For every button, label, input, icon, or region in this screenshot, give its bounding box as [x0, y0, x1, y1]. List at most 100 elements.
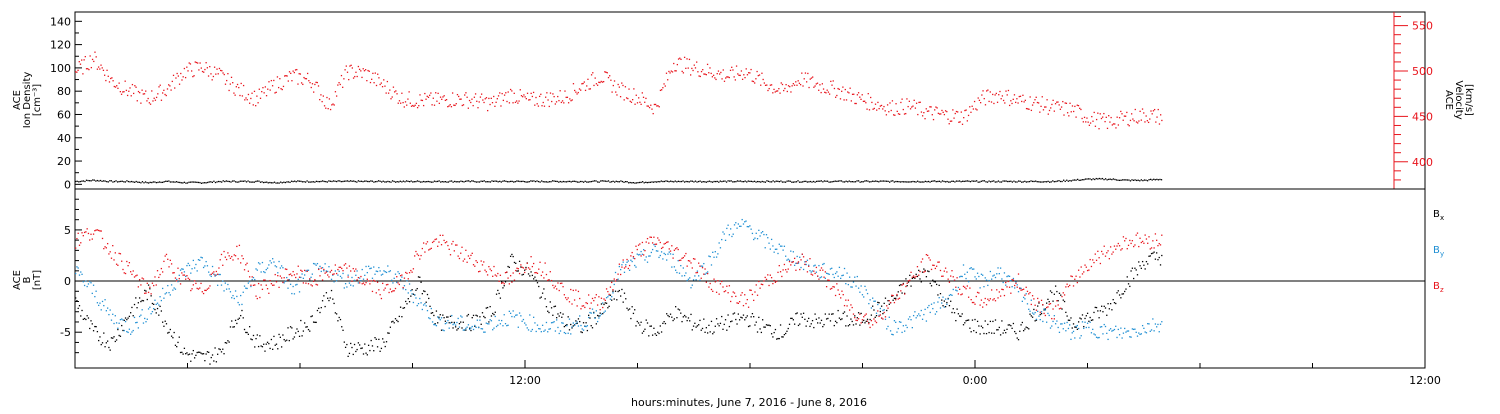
by-point [327, 270, 329, 273]
bz-point [1040, 299, 1043, 302]
bz-point [984, 297, 986, 300]
velocity-point [905, 112, 907, 115]
bz-point [961, 293, 963, 295]
velocity-point [1079, 107, 1081, 109]
density-point [301, 181, 304, 183]
bx-point [815, 318, 818, 320]
bx-point [613, 298, 615, 300]
by-point [118, 322, 120, 324]
density-point [186, 182, 189, 184]
bz-point [76, 237, 78, 240]
velocity-point [91, 58, 94, 61]
density-point [662, 180, 664, 183]
density-point [471, 180, 473, 182]
bz-point [918, 274, 920, 276]
by-point [356, 270, 358, 272]
density-point [669, 180, 672, 182]
bx-point [561, 316, 563, 318]
bx-point [106, 340, 109, 342]
by-point [186, 264, 188, 267]
bx-point [509, 255, 512, 257]
density-point [991, 180, 993, 182]
bx-point [1035, 319, 1038, 321]
by-point [706, 271, 709, 273]
velocity-point [189, 63, 192, 65]
bz-point [838, 293, 841, 296]
velocity-point [227, 73, 229, 75]
density-point [831, 181, 833, 183]
density-point [354, 180, 356, 183]
bz-point [292, 270, 294, 273]
bz-point [608, 293, 610, 296]
legend-bx: B [1433, 209, 1440, 220]
bz-point [754, 291, 756, 293]
bz-point [959, 288, 961, 290]
bz-point [534, 272, 536, 274]
bx-point [1133, 277, 1135, 280]
bx-point [556, 317, 558, 319]
density-point [697, 180, 700, 183]
by-point [77, 267, 79, 269]
bx-point [680, 312, 682, 314]
bx-point [1071, 327, 1073, 329]
by-point [726, 227, 728, 230]
bz-point [1049, 302, 1052, 305]
density-point [377, 180, 380, 182]
by-point [823, 262, 825, 265]
by-point [348, 282, 351, 284]
bx-point [967, 319, 970, 321]
bx-point [1052, 300, 1054, 302]
density-tick-label: 40 [57, 132, 71, 145]
bx-point [901, 292, 903, 294]
bz-point [687, 260, 690, 262]
density-point [711, 181, 714, 183]
density-point [642, 181, 644, 183]
by-point [678, 272, 681, 274]
density-point [1126, 179, 1128, 181]
by-point [946, 303, 948, 306]
bz-point [952, 276, 954, 278]
bz-point [737, 302, 739, 304]
velocity-point [668, 70, 670, 73]
velocity-point [88, 68, 90, 71]
velocity-point [1150, 110, 1152, 112]
bx-point [96, 330, 99, 333]
velocity-point [82, 73, 84, 75]
bx-point [364, 343, 366, 345]
by-point [309, 279, 311, 281]
by-point [588, 316, 590, 319]
bx-point [549, 301, 551, 303]
by-point [534, 322, 536, 324]
velocity-point [137, 90, 140, 93]
density-point [447, 181, 450, 183]
velocity-point [306, 72, 309, 75]
density-point [238, 181, 240, 183]
density-point [825, 180, 827, 182]
bz-point [495, 275, 498, 277]
bz-point [550, 279, 553, 282]
density-point [230, 181, 232, 183]
velocity-point [802, 85, 804, 87]
velocity-point [164, 93, 166, 96]
density-point [1024, 180, 1026, 182]
bz-point [810, 273, 812, 275]
by-point [639, 253, 641, 256]
by-point [689, 277, 691, 279]
by-point [91, 292, 93, 295]
bz-point [186, 275, 188, 277]
velocity-point [131, 83, 134, 86]
by-point [828, 273, 830, 275]
velocity-point [146, 100, 148, 102]
velocity-point [526, 92, 529, 94]
velocity-point [501, 92, 503, 95]
by-point [539, 328, 541, 330]
density-point [674, 180, 676, 182]
bx-point [489, 305, 491, 308]
bz-point [131, 273, 133, 276]
bx-point [195, 354, 197, 357]
velocity-point [998, 94, 1000, 96]
velocity-point [911, 106, 913, 108]
x-tick-label: 0:00 [963, 374, 988, 387]
bz-point [548, 279, 550, 281]
